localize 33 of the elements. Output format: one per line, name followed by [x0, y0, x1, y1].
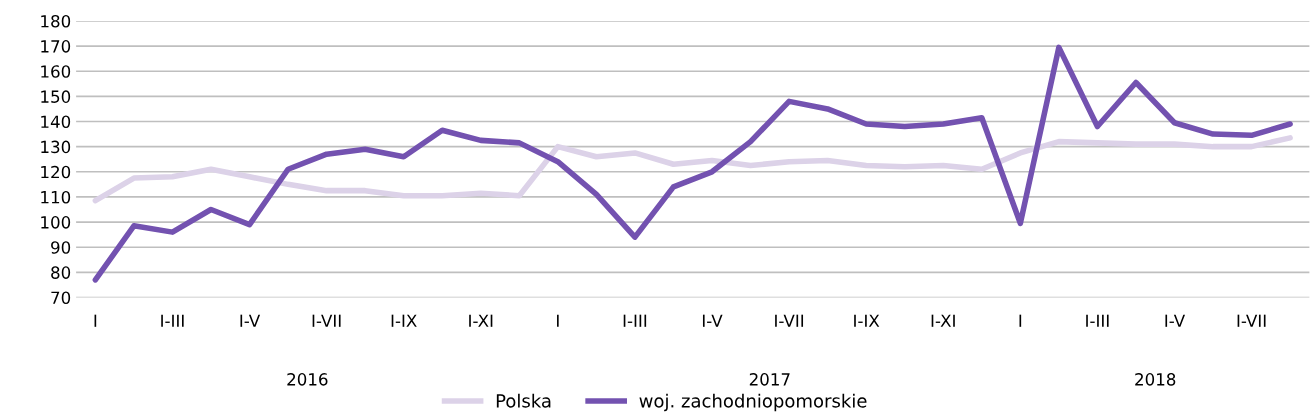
- y-tick-label: 120: [41, 165, 71, 179]
- x-tick-label: I-VII: [775, 314, 804, 327]
- text: 2017: [749, 373, 790, 386]
- x-tick-label: I-IX: [391, 314, 417, 327]
- x-tick-label: I-V: [702, 314, 723, 327]
- y-tick-label: 90: [51, 241, 71, 254]
- x-tick-label: I-XI: [931, 314, 955, 327]
- legend-label: woj. zachodniopomorskie: [639, 393, 867, 412]
- text: 2016: [287, 373, 328, 386]
- x-tick-label: I-III: [161, 314, 184, 327]
- y-tick-label: 70: [51, 291, 71, 305]
- y-tick-label: 100: [41, 216, 71, 229]
- y-tick-label: 180: [41, 14, 71, 28]
- y-tick-label: 80: [51, 266, 71, 279]
- x-tick-label: I-III: [623, 314, 647, 327]
- x-tick-label: I-IX: [854, 314, 880, 327]
- x-tick-label: I-VII: [312, 314, 341, 327]
- y-tick-label: 170: [41, 40, 71, 53]
- x-tick-label: I-VII: [1237, 314, 1266, 327]
- x-tick-label: I: [557, 314, 559, 327]
- text: 2018: [1135, 373, 1176, 386]
- x-tick-label: I: [1019, 314, 1022, 327]
- x-tick-label: I-III: [1086, 314, 1109, 327]
- x-tick-label: I-V: [1165, 314, 1186, 327]
- legend-label: Polska: [496, 393, 551, 408]
- y-tick-label: 150: [41, 90, 71, 103]
- y-tick-label: 110: [41, 190, 71, 204]
- x-tick-label: I: [94, 314, 97, 327]
- y-tick-label: 160: [41, 65, 71, 78]
- y-tick-label: 130: [41, 140, 71, 154]
- x-tick-label: I-XI: [469, 314, 493, 327]
- x-tick-label: I-V: [240, 314, 261, 327]
- y-tick-label: 140: [41, 115, 71, 129]
